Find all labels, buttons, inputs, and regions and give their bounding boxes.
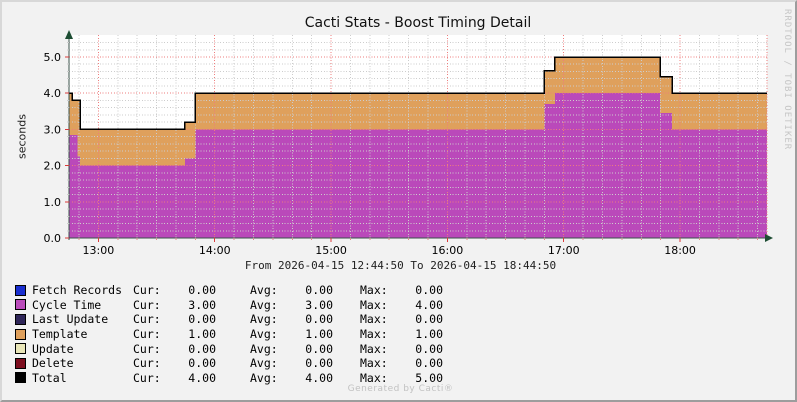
generated-by-watermark: Generated by Cacti® [347, 384, 454, 394]
legend-cur-value: 0.00 [188, 283, 216, 298]
legend-swatch [15, 299, 26, 311]
legend-row: Template Cur: 1.00 Avg: 1.00 Max: 1.00 [15, 327, 443, 342]
legend-row: Last Update Cur: 0.00 Avg: 0.00 Max: 0.00 [15, 312, 443, 327]
legend-cur-label: Cur: [133, 341, 161, 356]
legend-swatch [15, 313, 26, 325]
y-axis-arrow-icon [65, 30, 73, 39]
x-axis-tick-label: 15:00 [315, 244, 347, 257]
y-axis-tick-label: 5.0 [44, 51, 62, 64]
legend-max-label: Max: [360, 312, 388, 327]
legend-cur-label: Cur: [133, 297, 161, 312]
time-range-caption: From 2026-04-15 12:44:50 To 2026-04-15 1… [244, 259, 557, 272]
legend-max-label: Max: [360, 370, 388, 385]
legend-avg-value: 0.00 [305, 283, 333, 298]
legend-cur-value: 0.00 [188, 356, 216, 371]
legend-cur-value: 0.00 [188, 312, 216, 327]
legend-avg-label: Avg: [250, 370, 278, 385]
legend-max-value: 1.00 [415, 327, 443, 342]
legend-avg-value: 0.00 [305, 341, 333, 356]
legend-row: Update Cur: 0.00 Avg: 0.00 Max: 0.00 [15, 341, 443, 356]
legend-row: Delete Cur: 0.00 Avg: 0.00 Max: 0.00 [15, 356, 443, 371]
legend-avg-value: 1.00 [305, 327, 333, 342]
legend-avg-label: Avg: [250, 297, 278, 312]
legend-row: Total Cur: 4.00 Avg: 4.00 Max: 5.00 [15, 371, 443, 386]
legend-max-value: 0.00 [415, 283, 443, 298]
legend-avg-value: 0.00 [305, 356, 333, 371]
chart-title: Cacti Stats - Boost Timing Detail [304, 15, 532, 31]
x-axis-tick-label: 16:00 [432, 244, 464, 257]
legend-swatch [15, 372, 26, 384]
x-axis-arrow-icon [765, 234, 773, 242]
legend-series-name: Cycle Time [32, 297, 102, 312]
y-axis-tick-label: 4.0 [44, 87, 62, 100]
legend-series-name: Template [32, 327, 88, 342]
legend-series-name: Delete [32, 356, 74, 371]
legend-swatch [15, 328, 26, 340]
legend-cur-label: Cur: [133, 370, 161, 385]
legend-max-value: 4.00 [415, 297, 443, 312]
legend-cur-value: 1.00 [188, 327, 216, 342]
y-axis-tick-label: 3.0 [44, 123, 62, 136]
legend-row: Fetch Records Cur: 0.00 Avg: 0.00 Max: 0.00 [15, 283, 443, 298]
boost-timing-chart: 0.0 1.0 2.0 3.0 4.0 5.0 13:00 14:00 15:00 16:00 17… [44, 30, 773, 257]
x-axis-tick-label: 18:00 [664, 244, 696, 257]
legend-avg-label: Avg: [250, 283, 278, 298]
legend-max-label: Max: [360, 356, 388, 371]
legend-cur-label: Cur: [133, 327, 161, 342]
legend-cur-value: 3.00 [188, 297, 216, 312]
legend-max-value: 0.00 [415, 356, 443, 371]
y-axis-tick-label: 2.0 [44, 160, 62, 173]
legend-cur-value: 0.00 [188, 341, 216, 356]
legend-avg-value: 0.00 [305, 312, 333, 327]
legend-cur-label: Cur: [133, 312, 161, 327]
legend-series-name: Total [32, 370, 67, 385]
rrdtool-credit-watermark: RRDTOOL / TOBI OETIKER [782, 9, 792, 151]
legend-max-label: Max: [360, 283, 388, 298]
legend-series-name: Update [32, 341, 74, 356]
x-axis-tick-label: 13:00 [83, 244, 115, 257]
legend-series-name: Last Update [32, 312, 109, 327]
legend-avg-label: Avg: [250, 312, 278, 327]
legend-series-name: Fetch Records [32, 283, 123, 298]
total-line [69, 56, 767, 131]
legend-max-value: 5.00 [415, 370, 443, 385]
chart-legend: Fetch Records Cur: 0.00 Avg: 0.00 Max: 0.00 Cyc… [15, 283, 443, 385]
legend-avg-value: 4.00 [305, 370, 333, 385]
legend-max-value: 0.00 [415, 312, 443, 327]
y-axis-tick-label: 0.0 [44, 232, 62, 245]
legend-swatch [15, 284, 26, 296]
legend-max-label: Max: [360, 341, 388, 356]
x-axis-tick-label: 14:00 [199, 244, 231, 257]
legend-cur-label: Cur: [133, 283, 161, 298]
legend-avg-value: 3.00 [305, 297, 333, 312]
legend-max-value: 0.00 [415, 341, 443, 356]
legend-max-label: Max: [360, 327, 388, 342]
legend-avg-label: Avg: [250, 356, 278, 371]
legend-cur-label: Cur: [133, 356, 161, 371]
legend-avg-label: Avg: [250, 341, 278, 356]
legend-swatch [15, 357, 26, 369]
legend-row: Cycle Time Cur: 3.00 Avg: 3.00 Max: 4.00 [15, 298, 443, 313]
legend-avg-label: Avg: [250, 327, 278, 342]
legend-swatch [15, 343, 26, 355]
y-axis-tick-label: 1.0 [44, 196, 62, 209]
legend-max-label: Max: [360, 297, 388, 312]
legend-cur-value: 4.00 [188, 370, 216, 385]
x-axis-tick-label: 17:00 [548, 244, 580, 257]
